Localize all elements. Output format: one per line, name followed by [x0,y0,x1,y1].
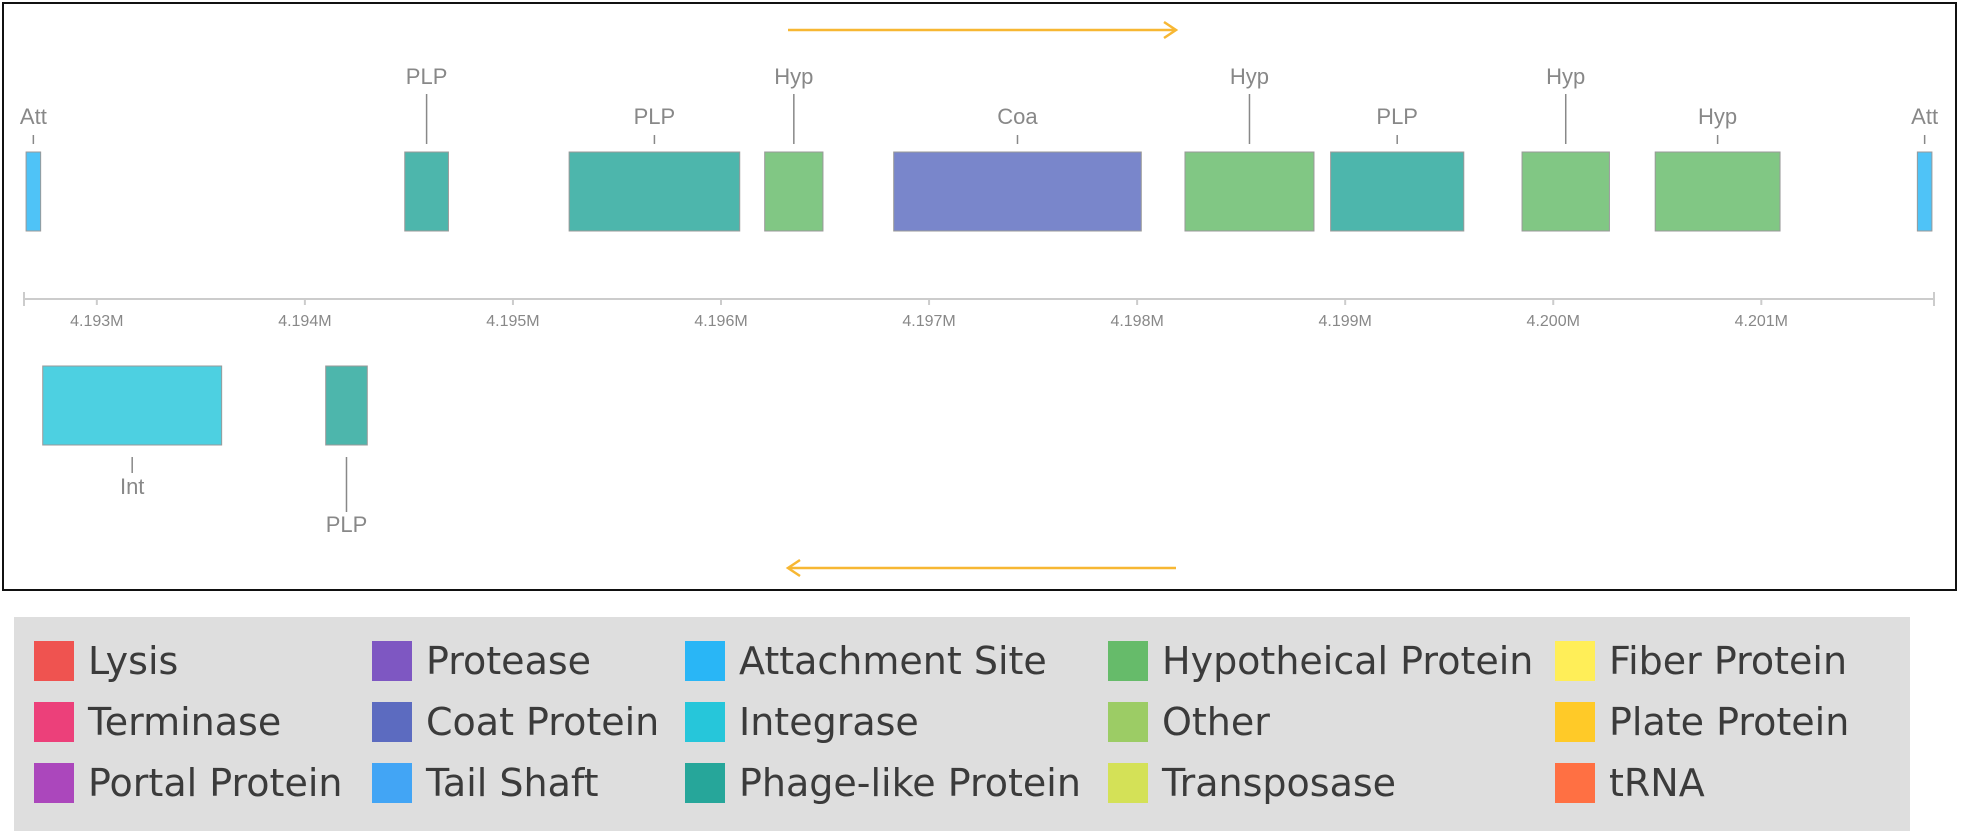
gene-box [1184,151,1315,232]
legend-swatch [34,702,74,742]
axis-tick-label: 4.195M [486,313,539,330]
legend-swatch [34,641,74,681]
axis-tick-label: 4.196M [694,313,747,330]
genome-map: Att PLP PLP Hyp Coa Hyp PLP Hyp Hyp Att Int PLP 4.19… [20,20,1938,578]
legend-label: Phage-like Protein [739,761,1081,805]
legend-label: tRNA [1609,761,1705,805]
legend-label: Lysis [88,639,179,683]
axis-tick-label: 4.194M [278,313,331,330]
gene-label: PLP [1376,104,1418,129]
legend-panel: Lysis Terminase Portal Protein Protease Coat… [14,617,1910,831]
gene-label: Att [1911,104,1938,129]
legend-label: Other [1162,700,1270,744]
legend-swatch [372,702,412,742]
gene-label: Att [20,104,47,129]
legend-label: Tail Shaft [426,761,599,805]
legend-item: Lysis [34,639,179,683]
legend-swatch [1108,641,1148,681]
legend-item: Plate Protein [1555,700,1850,744]
legend-label: Terminase [88,700,282,744]
gene-label: Int [120,474,144,499]
gene-label: Hyp [1546,64,1585,89]
axis-tick-label: 4.200M [1527,313,1580,330]
gene-label: Coa [997,104,1038,129]
legend-label: Plate Protein [1609,700,1850,744]
gene-label: Hyp [774,64,813,89]
legend-swatch [372,641,412,681]
legend-item: Terminase [34,700,282,744]
legend-item: tRNA [1555,761,1705,805]
legend-label: Protease [426,639,592,683]
gene-box [1654,151,1781,232]
legend-item: Coat Protein [372,700,660,744]
gene-label: Hyp [1698,104,1737,129]
legend-item: Hypotheical Protein [1108,639,1534,683]
legend-label: Portal Protein [88,761,343,805]
gene-box [1330,151,1465,232]
gene-box [404,151,449,232]
legend-label: Fiber Protein [1609,639,1848,683]
legend-item: Attachment Site [685,639,1047,683]
legend-item: Integrase [685,700,919,744]
legend-label: Transposase [1162,761,1397,805]
gene-label: PLP [326,512,368,537]
gene-box [893,151,1142,232]
legend-label: Attachment Site [739,639,1047,683]
legend-swatch [685,641,725,681]
legend-swatch [1555,763,1595,803]
legend-item: Protease [372,639,592,683]
legend-label: Hypotheical Protein [1162,639,1534,683]
axis-tick-label: 4.199M [1318,313,1371,330]
gene-label: Hyp [1230,64,1269,89]
legend-swatch [1555,702,1595,742]
genome-map-panel: Att PLP PLP Hyp Coa Hyp PLP Hyp Hyp Att Int PLP 4.19… [2,2,1957,591]
legend-swatch [685,702,725,742]
gene-box [25,151,42,232]
forward-strand-arrowhead [1163,20,1179,40]
gene-box [568,151,741,232]
legend-label: Integrase [739,700,919,744]
gene-box [42,365,223,446]
legend-label: Coat Protein [426,700,660,744]
gene-box [1916,151,1933,232]
legend-item: Transposase [1108,761,1397,805]
gene-label: PLP [634,104,676,129]
legend-item: Phage-like Protein [685,761,1081,805]
axis-tick-label: 4.197M [902,313,955,330]
axis-tick-label: 4.198M [1110,313,1163,330]
gene-box [1521,151,1610,232]
axis-tick-label: 4.201M [1735,313,1788,330]
legend-item: Portal Protein [34,761,343,805]
legend-swatch [34,763,74,803]
gene-label: PLP [406,64,448,89]
gene-box [325,365,368,446]
legend-item: Tail Shaft [372,761,599,805]
legend-swatch [1108,763,1148,803]
legend-item: Fiber Protein [1555,639,1848,683]
reverse-strand-arrowhead [785,558,801,578]
legend-swatch [1555,641,1595,681]
axis-tick-label: 4.193M [70,313,123,330]
legend-swatch [372,763,412,803]
legend-swatch [685,763,725,803]
legend-item: Other [1108,700,1270,744]
legend-swatch [1108,702,1148,742]
gene-box [764,151,824,232]
